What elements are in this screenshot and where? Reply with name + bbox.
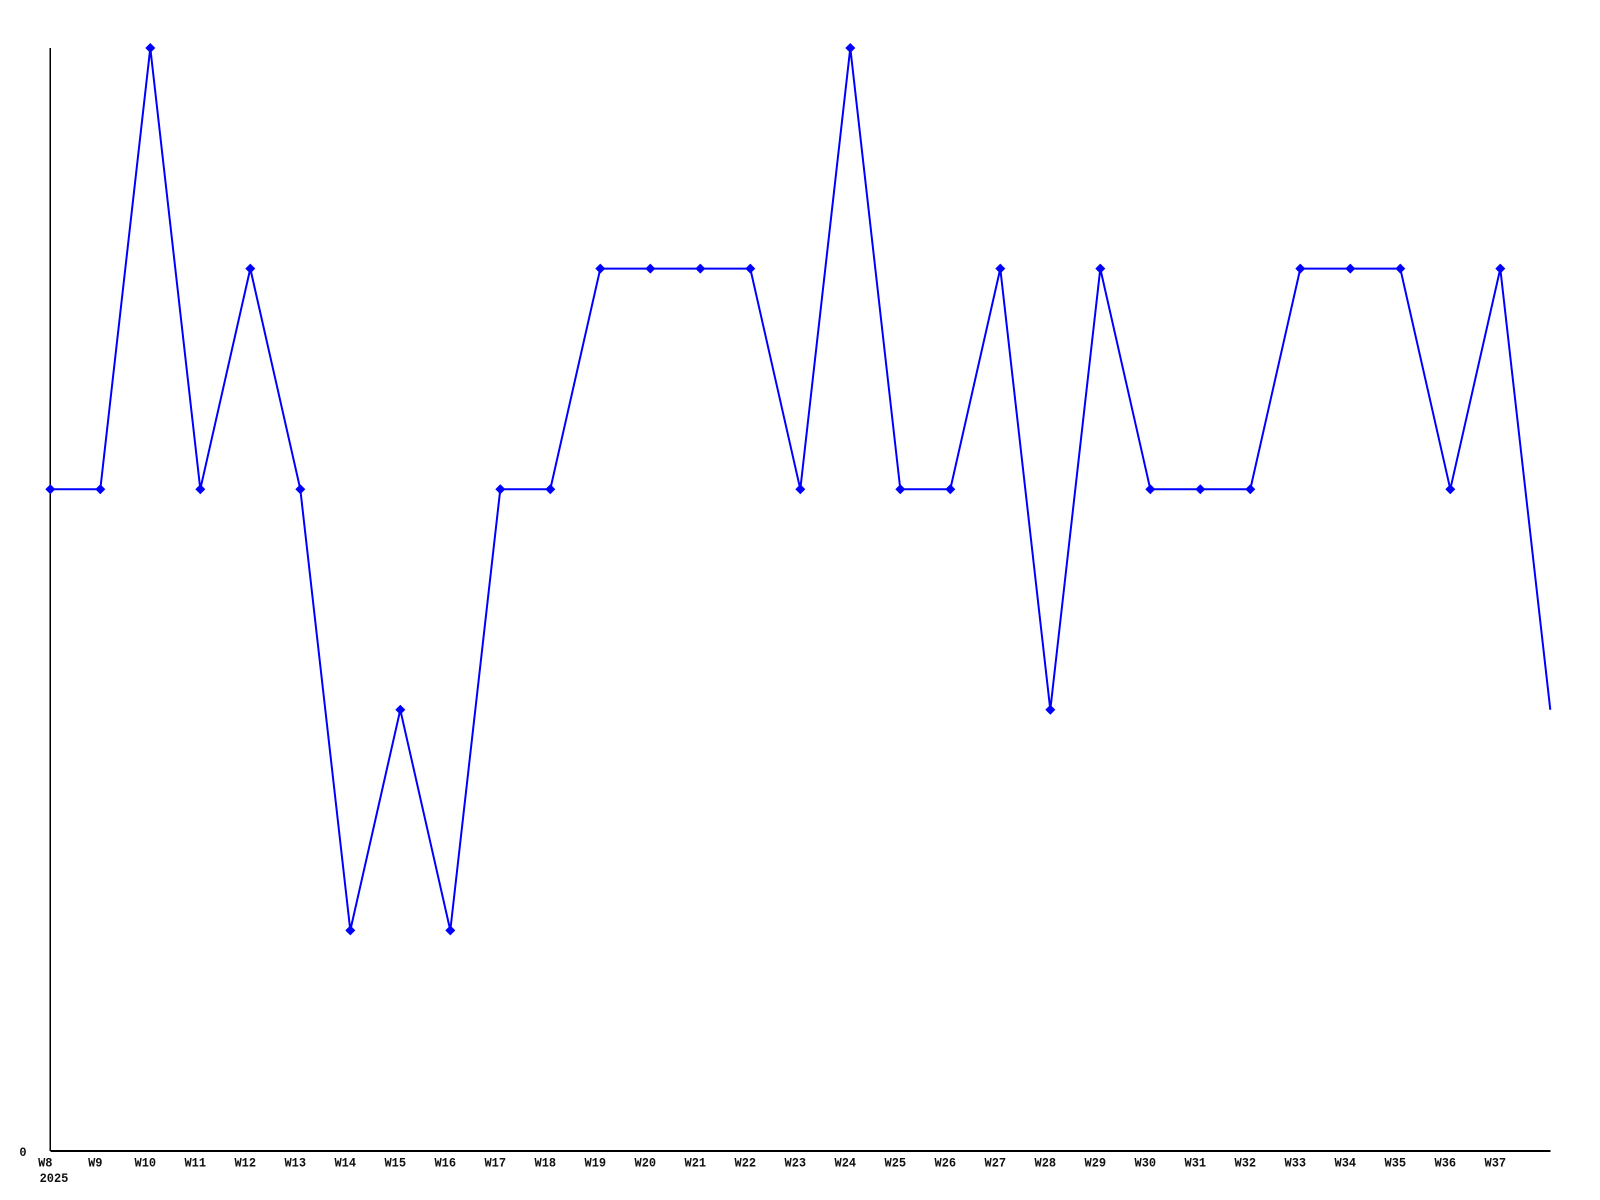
svg-text:W14: W14: [335, 1156, 357, 1170]
svg-text:W37: W37: [1485, 1156, 1507, 1170]
svg-text:W36: W36: [1435, 1156, 1457, 1170]
svg-text:W12: W12: [235, 1156, 257, 1170]
svg-text:W17: W17: [485, 1156, 507, 1170]
svg-text:W20: W20: [635, 1156, 657, 1170]
svg-text:W9: W9: [88, 1156, 102, 1170]
svg-text:W32: W32: [1235, 1156, 1257, 1170]
svg-text:W26: W26: [935, 1156, 957, 1170]
svg-text:2025: 2025: [40, 1172, 69, 1186]
svg-text:W22: W22: [735, 1156, 757, 1170]
svg-text:W27: W27: [985, 1156, 1007, 1170]
svg-text:W13: W13: [285, 1156, 307, 1170]
svg-text:W16: W16: [435, 1156, 457, 1170]
svg-text:W23: W23: [785, 1156, 807, 1170]
svg-text:W35: W35: [1385, 1156, 1407, 1170]
svg-text:0: 0: [19, 1146, 26, 1160]
svg-text:W25: W25: [885, 1156, 907, 1170]
svg-text:W15: W15: [385, 1156, 407, 1170]
svg-text:W10: W10: [135, 1156, 157, 1170]
svg-text:W18: W18: [535, 1156, 557, 1170]
svg-text:W19: W19: [585, 1156, 607, 1170]
svg-text:W33: W33: [1285, 1156, 1307, 1170]
svg-text:W24: W24: [835, 1156, 857, 1170]
svg-text:W8: W8: [38, 1156, 52, 1170]
svg-text:W21: W21: [685, 1156, 707, 1170]
svg-text:W28: W28: [1035, 1156, 1057, 1170]
svg-text:W30: W30: [1135, 1156, 1157, 1170]
svg-text:W31: W31: [1185, 1156, 1207, 1170]
svg-text:W11: W11: [185, 1156, 207, 1170]
svg-text:W34: W34: [1335, 1156, 1357, 1170]
svg-text:W29: W29: [1085, 1156, 1107, 1170]
